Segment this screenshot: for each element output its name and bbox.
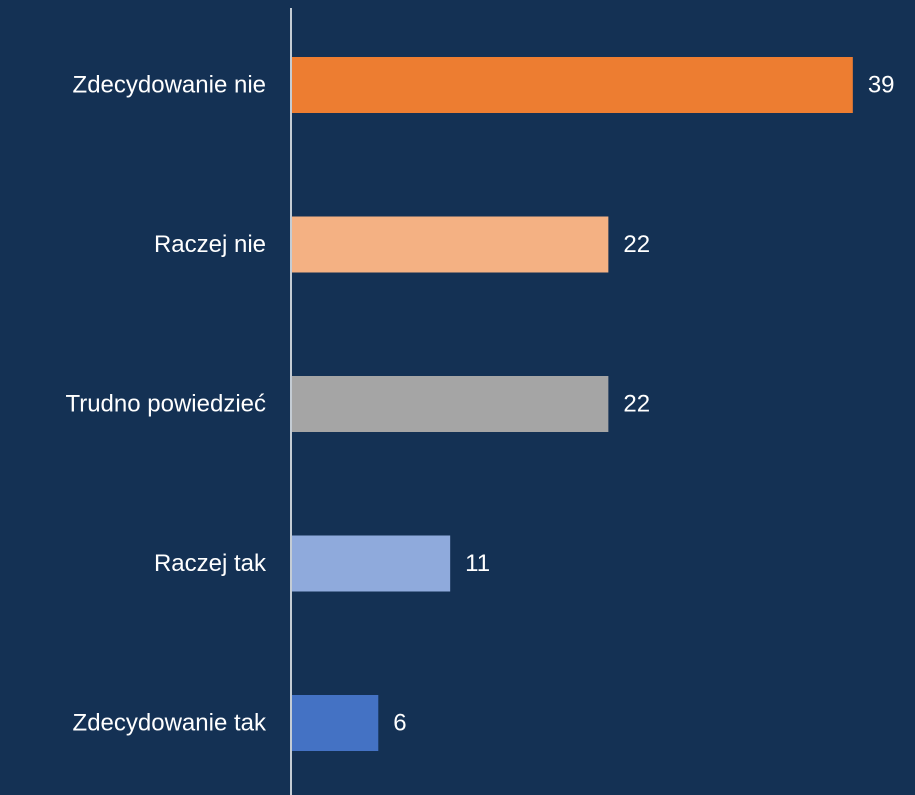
bar-trudno-powiedziec — [292, 376, 609, 432]
value-label-zdecydowanie-tak: 6 — [393, 710, 406, 737]
value-label-trudno-powiedziec: 22 — [623, 391, 650, 418]
category-labels-group: Zdecydowanie nie Raczej nie Trudno powiedz… — [65, 72, 267, 737]
value-label-raczej-tak: 11 — [465, 550, 490, 577]
bar-raczej-nie — [292, 216, 609, 273]
bar-zdecydowanie-nie — [292, 57, 853, 113]
bars-group — [292, 57, 853, 751]
category-label-trudno-powiedziec: Trudno powiedzieć — [65, 391, 266, 418]
bar-raczej-tak — [292, 535, 451, 592]
bar-zdecydowanie-tak — [292, 695, 379, 751]
category-label-zdecydowanie-nie: Zdecydowanie nie — [73, 72, 266, 99]
value-label-raczej-nie: 22 — [623, 231, 650, 258]
category-label-zdecydowanie-tak: Zdecydowanie tak — [73, 710, 267, 737]
value-label-zdecydowanie-nie: 39 — [868, 72, 895, 99]
value-labels-group: 39 22 22 11 6 — [393, 72, 894, 737]
category-label-raczej-nie: Raczej nie — [154, 231, 266, 258]
category-label-raczej-tak: Raczej tak — [154, 550, 267, 577]
